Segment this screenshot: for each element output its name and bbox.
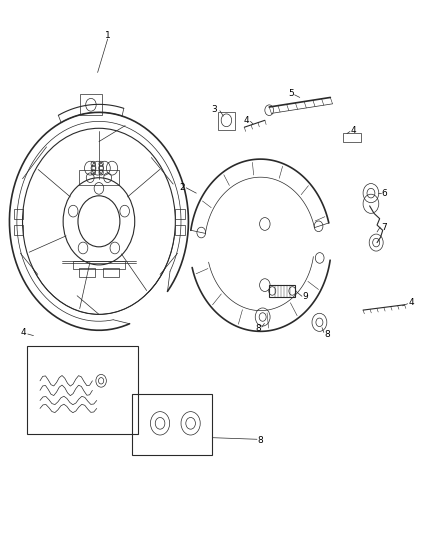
Text: 7: 7	[381, 223, 387, 232]
Bar	[132, 394, 212, 455]
Text: 2: 2	[179, 183, 185, 192]
Text: 4: 4	[351, 126, 356, 135]
Bar	[103, 268, 119, 277]
Text: 4: 4	[21, 328, 26, 337]
Bar	[269, 285, 295, 297]
Bar	[175, 225, 185, 235]
Text: 5: 5	[288, 88, 294, 98]
Text: 4: 4	[244, 116, 249, 125]
Text: 4: 4	[408, 298, 414, 307]
Text: 6: 6	[381, 189, 387, 198]
Bar	[14, 225, 23, 235]
Text: 8: 8	[258, 437, 263, 446]
Bar	[175, 209, 185, 219]
Bar	[79, 170, 119, 185]
Bar	[27, 346, 138, 434]
Bar	[73, 261, 125, 269]
Text: 8: 8	[325, 329, 330, 338]
Text: 1: 1	[105, 31, 110, 40]
Bar	[218, 112, 235, 131]
Bar	[343, 133, 361, 142]
Bar	[80, 94, 102, 116]
Text: 8: 8	[255, 324, 261, 333]
Bar	[14, 209, 23, 219]
Text: 3: 3	[212, 105, 218, 114]
Bar	[79, 268, 95, 277]
Text: 9: 9	[302, 292, 308, 301]
